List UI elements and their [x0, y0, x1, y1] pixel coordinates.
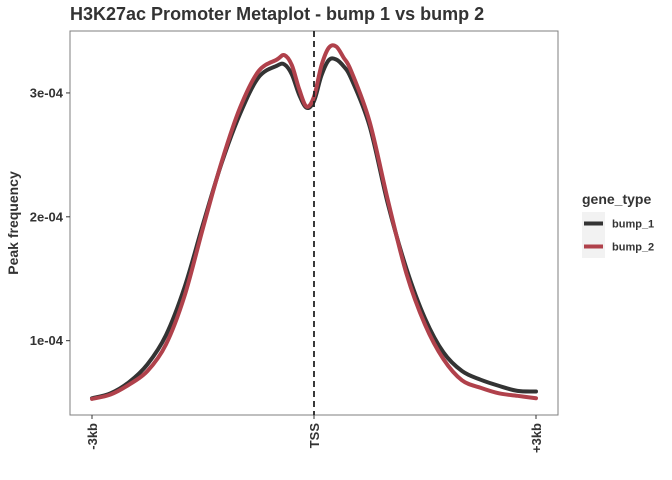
legend: gene_type bump_1 bump_2 — [582, 191, 654, 258]
y-tick-label: 2e-04 — [30, 209, 64, 224]
y-tick-label: 1e-04 — [30, 333, 64, 348]
legend-items: bump_1 bump_2 — [582, 212, 654, 258]
x-tick-label: +3kb — [529, 423, 544, 453]
x-tick-label: TSS — [307, 423, 322, 449]
legend-label-bump_2: bump_2 — [612, 242, 654, 254]
y-tick-label: 3e-04 — [30, 85, 64, 100]
legend-label-bump_1: bump_1 — [612, 219, 654, 231]
chart-title: H3K27ac Promoter Metaplot - bump 1 vs bu… — [70, 4, 484, 24]
x-tick-label: -3kb — [85, 423, 100, 450]
y-axis-label: Peak frequency — [5, 171, 21, 275]
legend-title: gene_type — [582, 191, 651, 207]
x-axis: -3kb TSS +3kb — [85, 415, 544, 453]
y-axis: 1e-04 2e-04 3e-04 — [30, 85, 70, 348]
